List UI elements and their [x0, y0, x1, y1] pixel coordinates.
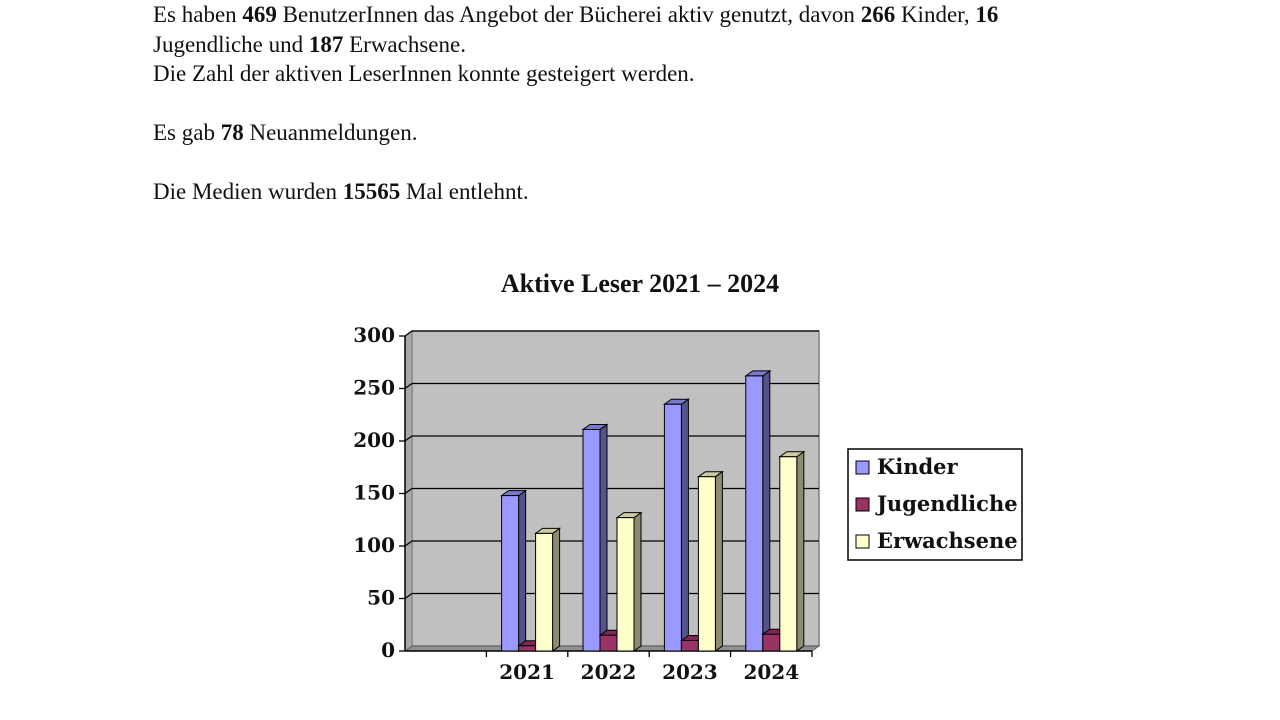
paragraph-registrations: Es gab 78 Neuanmeldungen. — [153, 120, 418, 145]
bar-kinder-2022 — [581, 423, 609, 652]
bar-front — [616, 517, 635, 652]
bar-front — [779, 456, 798, 652]
chart-title: Aktive Leser 2021 – 2024 — [501, 269, 779, 298]
children-value: 266 — [860, 2, 896, 27]
bar-erwachsene-2024 — [778, 450, 806, 652]
bar-erwachsene-2022 — [615, 511, 643, 652]
bar-front — [762, 633, 781, 652]
legend-swatch-erwachsene — [855, 534, 870, 549]
report-text: Es haben 469 BenutzerInnen das Angebot d… — [153, 0, 1153, 207]
bar-side — [552, 527, 561, 652]
legend-box — [847, 448, 1023, 561]
bar-front — [599, 634, 618, 652]
bar-front — [582, 428, 601, 652]
y-tick-label: 0 — [381, 638, 395, 662]
plot-area: 0 50 100 150 200 250 300 2021 2022 2023 2024 — [353, 323, 821, 684]
x-tick-label: 2023 — [662, 660, 718, 684]
legend-label-jugendliche: Jugendliche — [875, 491, 1018, 516]
bar-side — [796, 450, 805, 652]
bar-erwachsene-2023 — [696, 470, 724, 652]
paragraph-loans: Die Medien wurden 15565 Mal entlehnt. — [153, 179, 529, 204]
bar-kinder-2023 — [662, 398, 690, 652]
x-tick-label: 2022 — [581, 660, 637, 684]
total-users-value: 469 — [242, 2, 277, 27]
y-tick-label: 300 — [353, 323, 395, 347]
legend-label-erwachsene: Erwachsene — [877, 528, 1018, 553]
paragraph-users: Es haben 469 BenutzerInnen das Angebot d… — [153, 2, 999, 57]
bar-side — [680, 398, 689, 652]
gridline-side — [404, 540, 413, 547]
bar-side — [518, 489, 527, 652]
bar-kinder-2024 — [744, 369, 772, 652]
registrations-value: 78 — [220, 120, 244, 145]
bar-erwachsene-2021 — [534, 527, 562, 652]
bar-front — [697, 476, 716, 652]
loans-value: 15565 — [342, 179, 401, 204]
adults-value: 187 — [308, 31, 344, 57]
y-tick-label: 100 — [353, 533, 395, 557]
gridline-side — [404, 330, 413, 337]
bar-kinder-2021 — [500, 489, 528, 652]
bar-side — [762, 369, 771, 652]
y-tick-label: 200 — [353, 428, 395, 452]
gridline-side — [404, 382, 413, 390]
bar-front — [663, 403, 682, 652]
x-tick-label: 2021 — [499, 660, 555, 684]
bar-front — [745, 375, 764, 652]
legend-swatch-jugendliche — [855, 497, 870, 512]
bar-front — [501, 495, 520, 652]
bar-side — [714, 470, 723, 652]
gridline-side — [404, 435, 413, 442]
legend: Kinder Jugendliche Erwachsene — [847, 448, 1023, 561]
paragraph-increase: Die Zahl der aktiven LeserInnen konnte g… — [153, 61, 695, 86]
y-tick-label: 50 — [367, 586, 395, 610]
bar-side — [633, 511, 642, 652]
bar-front — [680, 640, 699, 652]
bar-front — [518, 645, 537, 652]
gridline-side — [404, 592, 413, 600]
legend-label-kinder: Kinder — [877, 454, 959, 479]
bar-side — [599, 423, 608, 652]
youth-value: 16 — [975, 2, 999, 27]
gridline-side — [404, 487, 413, 495]
y-tick-label: 250 — [353, 376, 395, 400]
bar-front — [535, 532, 554, 652]
y-tick-label: 150 — [353, 481, 395, 505]
x-tick-label: 2024 — [743, 660, 799, 684]
legend-swatch-kinder — [855, 460, 870, 475]
